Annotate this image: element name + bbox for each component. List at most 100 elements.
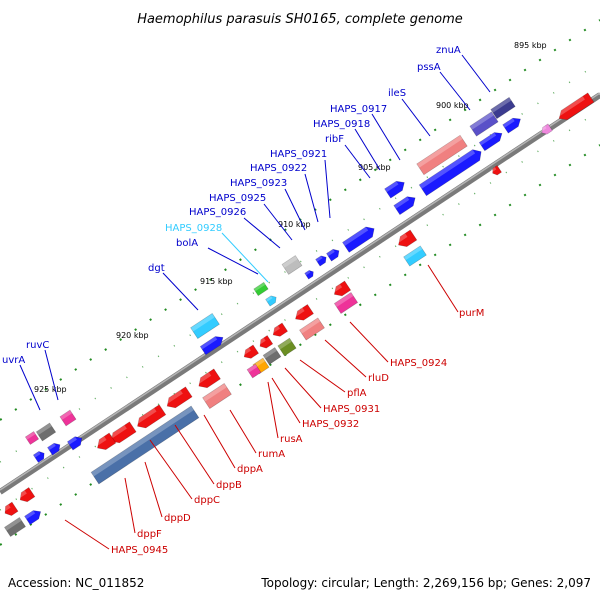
gene-label-ribF[interactable]: ribF <box>325 134 344 145</box>
feature-HAPS_0931-2[interactable] <box>262 347 282 365</box>
gene-label-ileS[interactable]: ileS <box>388 88 406 99</box>
feature-HAPS_0945-3[interactable] <box>4 517 26 537</box>
feature-HAPS_0928[interactable] <box>265 294 279 307</box>
gene-label-HAPS_0922[interactable]: HAPS_0922 <box>250 163 307 174</box>
feature-uvrA-2[interactable] <box>24 431 40 445</box>
feature-pflA[interactable] <box>270 322 289 339</box>
feature-purM-2[interactable] <box>403 245 427 267</box>
feature-tick-pink[interactable] <box>539 123 553 136</box>
gene-label-HAPS_0921[interactable]: HAPS_0921 <box>270 149 327 160</box>
feature-rusA-2[interactable] <box>246 363 262 379</box>
feature-uvrA-3[interactable] <box>47 441 63 456</box>
callout-line <box>284 188 306 231</box>
gene-label-dppB[interactable]: dppB <box>216 480 242 491</box>
gene-label-HAPS_0917[interactable]: HAPS_0917 <box>330 104 387 115</box>
feature-pflA-2[interactable] <box>277 337 297 357</box>
gene-label-znuA[interactable]: znuA <box>436 45 461 56</box>
feature-ribF[interactable] <box>342 224 378 253</box>
gene-label-pflA[interactable]: pflA <box>347 388 367 399</box>
feature-HAPS_0918[interactable] <box>393 193 418 216</box>
feature-rumA-2[interactable] <box>202 382 232 410</box>
feature-pssA[interactable] <box>469 111 499 137</box>
gene-label-dppF[interactable]: dppF <box>137 529 162 540</box>
label-callout-lines <box>19 54 491 550</box>
gene-label-HAPS_0924[interactable]: HAPS_0924 <box>390 358 447 369</box>
gene-label-dppA[interactable]: dppA <box>237 464 263 475</box>
feature-ruvC-2[interactable] <box>35 422 57 442</box>
callout-line <box>203 414 236 469</box>
gene-label-rumA[interactable]: rumA <box>258 449 285 460</box>
feature-rluD[interactable] <box>292 304 314 323</box>
gene-label-rusA[interactable]: rusA <box>280 434 303 445</box>
feature-HAPS_0924-2[interactable] <box>331 280 352 299</box>
feature-HAPS_0945-2[interactable] <box>24 507 44 526</box>
feature-dppF[interactable] <box>17 487 36 505</box>
tick-label: 910 kbp <box>278 220 311 229</box>
tick-label: 915 kbp <box>200 277 233 286</box>
feature-znuA-2[interactable] <box>502 115 524 134</box>
feature-rumA[interactable] <box>195 368 221 391</box>
feature-ileS[interactable] <box>418 146 485 197</box>
feature-dppC[interactable] <box>107 421 137 446</box>
feature-HAPS_0923[interactable] <box>281 255 303 275</box>
gene-label-rluD[interactable]: rluD <box>368 373 389 384</box>
feature-bolA[interactable] <box>190 312 220 340</box>
callout-line <box>401 98 431 137</box>
feature-znuA[interactable] <box>490 96 516 120</box>
callout-line <box>44 349 59 401</box>
callout-line <box>64 519 110 550</box>
gene-label-HAPS_0931[interactable]: HAPS_0931 <box>323 404 380 415</box>
gene-label-uvrA[interactable]: uvrA <box>2 355 25 366</box>
callout-line <box>349 321 389 363</box>
feature-dpp-operon[interactable] <box>90 405 200 485</box>
callout-line <box>354 128 381 171</box>
gene-label-HAPS_0926[interactable]: HAPS_0926 <box>189 207 246 218</box>
gene-label-HAPS_0928[interactable]: HAPS_0928 <box>165 223 222 234</box>
feature-small-red[interactable] <box>490 165 502 176</box>
gene-label-bolA[interactable]: bolA <box>176 238 198 249</box>
feature-HAPS_0931[interactable] <box>257 335 274 351</box>
gene-label-purM[interactable]: purM <box>459 308 484 319</box>
accession-text: Accession: NC_011852 <box>8 576 144 590</box>
gene-label-HAPS_0932[interactable]: HAPS_0932 <box>302 419 359 430</box>
gene-label-HAPS_0923[interactable]: HAPS_0923 <box>230 178 287 189</box>
gene-label-ruvC[interactable]: ruvC <box>26 340 49 351</box>
feature-uvrA-4[interactable] <box>32 449 46 463</box>
feature-rev[interactable] <box>556 92 595 123</box>
feature-HAPS_0926[interactable] <box>253 281 269 297</box>
callout-line <box>371 113 401 161</box>
feature-HAPS_0922[interactable] <box>315 254 329 267</box>
gene-label-dppD[interactable]: dppD <box>164 513 191 524</box>
gene-label-pssA[interactable]: pssA <box>417 62 441 73</box>
feature-pssA-2[interactable] <box>478 129 505 152</box>
feature-HAPS_0925[interactable] <box>304 269 316 280</box>
feature-HAPS_0932[interactable] <box>241 344 260 361</box>
feature-dppB[interactable] <box>134 404 167 432</box>
feature-ruvC[interactable] <box>59 409 77 427</box>
gene-label-HAPS_0925[interactable]: HAPS_0925 <box>209 193 266 204</box>
feature-purM[interactable] <box>395 229 418 250</box>
feature-HAPS_0921[interactable] <box>326 247 342 262</box>
gene-label-dppC[interactable]: dppC <box>194 495 220 506</box>
gene-label-dgt[interactable]: dgt <box>148 263 165 274</box>
gene-features <box>1 92 595 537</box>
feature-HAPS_0945[interactable] <box>1 501 19 518</box>
feature-rluD-2[interactable] <box>299 317 325 341</box>
feature-HAPS_0924[interactable] <box>333 292 359 314</box>
callout-line <box>439 71 471 111</box>
feature-dgt[interactable] <box>199 333 226 356</box>
callout-line <box>149 439 193 500</box>
feature-ileS-rev[interactable] <box>416 134 468 176</box>
callout-line <box>124 477 136 534</box>
callout-line <box>221 232 269 283</box>
feature-HAPS_0917[interactable] <box>384 178 408 199</box>
feature-uvrA[interactable] <box>66 434 84 451</box>
genome-summary-text: Topology: circular; Length: 2,269,156 bp… <box>260 576 591 590</box>
callout-line <box>229 409 257 454</box>
callout-line <box>284 367 322 409</box>
gene-label-HAPS_0945[interactable]: HAPS_0945 <box>111 545 168 556</box>
gene-label-HAPS_0918[interactable]: HAPS_0918 <box>313 119 370 130</box>
feature-dppD[interactable] <box>94 432 117 453</box>
feature-dppA[interactable] <box>163 386 193 411</box>
